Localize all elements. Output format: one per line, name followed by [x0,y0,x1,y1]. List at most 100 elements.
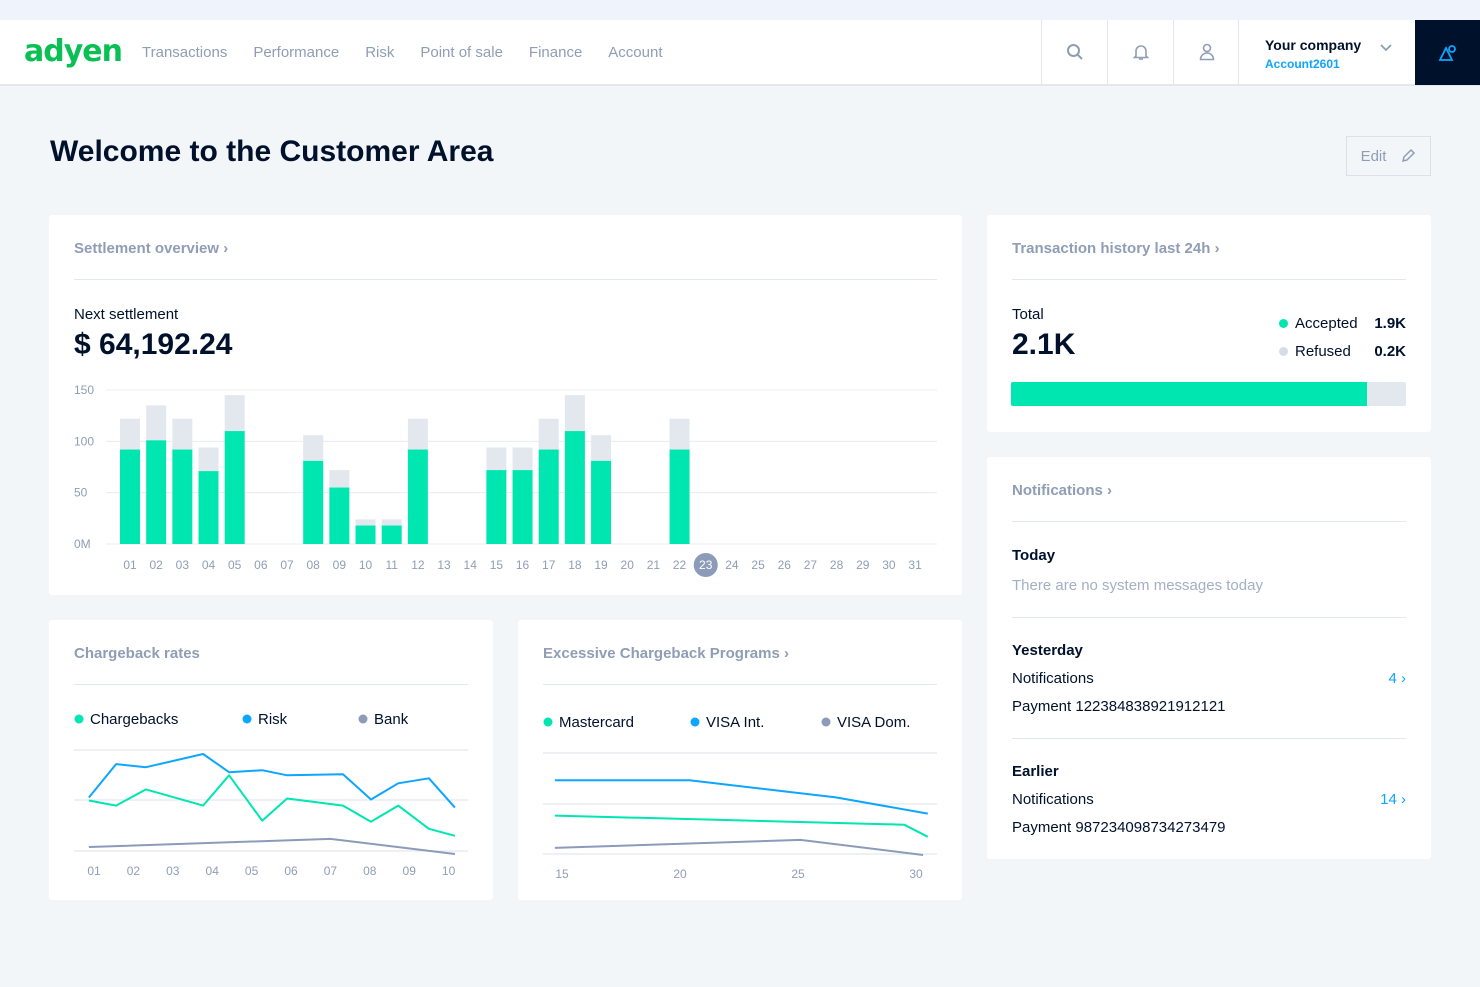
series-line-bank [88,837,456,855]
x-tick-label: 02 [149,558,163,572]
x-tick-label: 06 [284,864,298,878]
x-tick-label: 07 [280,558,294,572]
pencil-icon [1402,148,1416,163]
series-line-visa-int- [554,779,928,815]
x-tick-label: 21 [647,558,661,572]
settlement-title-link[interactable]: Settlement overview › [74,240,229,257]
x-tick-label: 02 [127,864,141,878]
series-line-chargebacks [88,774,456,837]
legend-dot [242,714,252,724]
bar-refused [303,435,324,461]
earlier-payment[interactable]: Payment 987234098734273479 [1012,819,1226,836]
legend-label: Chargebacks [90,711,178,728]
chargeback-line-chart: Chargebacks Risk Bank 01 02 03 04 05 06 07 08 09 10 [74,711,468,878]
divider [1012,279,1406,280]
yesterday-payment[interactable]: Payment 122384838921912121 [1012,698,1226,715]
legend-label: VISA Dom. [837,714,910,731]
legend-dot [358,714,368,724]
nav-risk[interactable]: Risk [365,44,395,61]
x-tick-label: 30 [909,867,923,881]
earlier-count-link[interactable]: 14 › [1380,791,1406,808]
divider [74,279,937,280]
divider [543,684,937,685]
company-selector[interactable]: Your company Account2601 [1238,20,1415,84]
excessive-chargeback-line-chart: Mastercard VISA Int. VISA Dom. 15 20 25 30 [543,714,937,881]
bar-refused [407,418,428,450]
legend-label: VISA Int. [706,714,764,731]
notifications-card: Notifications › Today There are no syste… [987,457,1431,859]
x-tick-label: 30 [882,558,896,572]
notifications-button[interactable] [1107,20,1173,84]
chargeback-rates-title: Chargeback rates [74,645,200,662]
y-tick-label: 150 [74,383,94,397]
x-tick-label: 08 [363,864,377,878]
legend-dot [690,717,700,727]
notifications-title-link[interactable]: Notifications › [1012,482,1112,499]
x-tick-label: 03 [176,558,190,572]
bar-settled [538,449,559,544]
nav-finance[interactable]: Finance [528,44,583,61]
nav-performance[interactable]: Performance [253,44,340,61]
nav-point-of-sale[interactable]: Point of sale [420,44,503,61]
edit-label: Edit [1360,147,1387,165]
accepted-value: 1.9K [1374,315,1406,332]
x-tick-label: 25 [791,867,805,881]
divider [74,684,468,685]
divider [1012,521,1406,522]
bar-refused [512,447,533,471]
x-tick-label: 28 [830,558,844,572]
x-tick-label: 22 [673,558,687,572]
x-tick-label: 26 [778,558,792,572]
earlier-heading: Earlier [1012,763,1059,780]
yesterday-heading: Yesterday [1012,642,1083,659]
y-tick-label: 100 [74,434,94,448]
bar-refused [198,447,219,472]
x-tick-label: 09 [333,558,347,572]
adyen-logo[interactable]: adyen [24,34,123,69]
user-icon [1199,43,1214,61]
x-tick-label: 10 [442,864,456,878]
accepted-fill [1011,382,1367,406]
excessive-chargeback-card: Excessive Chargeback Programs › Masterca… [518,620,962,900]
bar-refused [355,519,376,526]
chargeback-rates-card: Chargeback rates Chargebacks Risk Bank 01 02… [49,620,493,900]
today-message: There are no system messages today [1012,577,1263,594]
legend-dot [74,714,84,724]
earlier-notifications-label: Notifications [1012,791,1094,808]
accepted-label: Accepted [1295,315,1358,332]
series-line-risk [88,753,456,809]
x-tick-label: 04 [206,864,220,878]
account-name: Account2601 [1265,57,1340,71]
acceptance-progress-bar [1011,382,1406,406]
account-switch-button[interactable] [1415,20,1480,85]
total-value: 2.1K [1012,328,1076,361]
x-tick-label: 31 [908,558,922,572]
x-tick-label: 20 [621,558,635,572]
x-tick-label: 24 [725,558,739,572]
bar-settled [329,487,350,544]
accepted-legend: Accepted 1.9K [1279,315,1406,332]
settlement-bar-chart: 0M 50 100 150 01 02 03 04 05 06 07 08 09 10 11 12 13 14 15… [74,383,937,577]
transaction-history-title-link[interactable]: Transaction history last 24h › [1012,240,1220,257]
legend-label: Bank [374,711,409,728]
search-icon [1066,44,1083,60]
yesterday-count-link[interactable]: 4 › [1388,670,1406,687]
edit-button[interactable]: Edit [1346,136,1431,176]
bar-settled [669,449,690,544]
bar-settled [224,431,245,544]
total-label: Total [1012,306,1044,323]
x-tick-label: 07 [324,864,338,878]
legend-label: Risk [258,711,288,728]
main-nav: Transactions Performance Risk Point of s… [142,44,663,61]
x-tick-label: 01 [123,558,137,572]
x-tick-label: 15 [555,867,569,881]
transaction-history-card: Transaction history last 24h › Total 2.1… [987,215,1431,432]
refused-label: Refused [1295,343,1351,360]
nav-transactions[interactable]: Transactions [142,44,228,61]
nav-account[interactable]: Account [608,44,663,61]
search-button[interactable] [1041,20,1107,84]
bar-settled [355,525,376,544]
user-button[interactable] [1173,20,1239,84]
series-line-visa-dom- [554,838,924,856]
excessive-chargeback-title-link[interactable]: Excessive Chargeback Programs › [543,645,789,662]
